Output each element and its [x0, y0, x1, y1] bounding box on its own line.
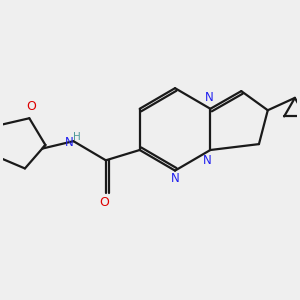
Text: O: O [26, 100, 36, 113]
Text: O: O [99, 196, 109, 208]
Text: N: N [205, 92, 213, 104]
Text: N: N [65, 136, 74, 149]
Text: H: H [73, 132, 81, 142]
Text: N: N [203, 154, 212, 167]
Text: N: N [171, 172, 179, 185]
